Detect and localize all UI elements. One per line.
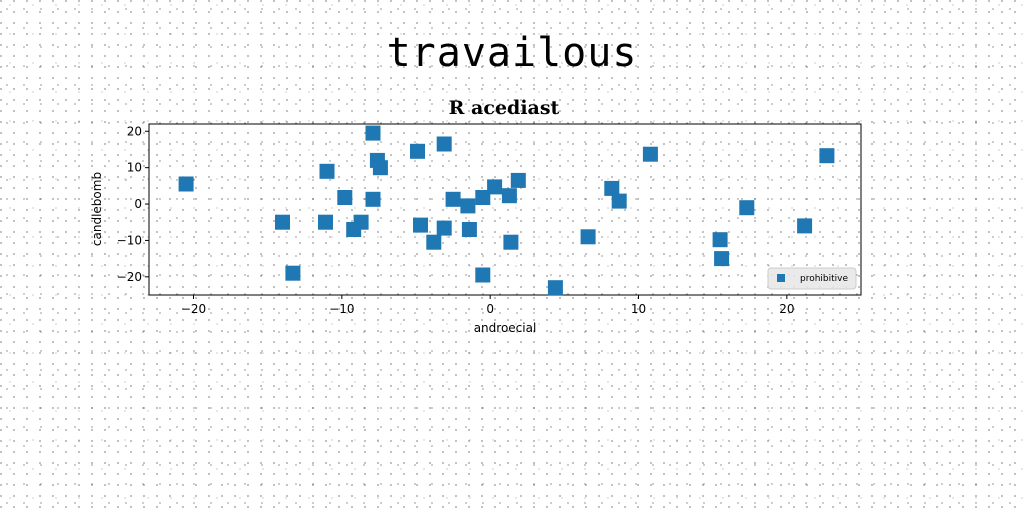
data-point [797,218,813,234]
data-points [178,125,835,296]
y-tick-label: 20 [127,124,142,138]
figure-title: travailous [386,30,638,76]
legend-marker [777,274,785,282]
data-point [487,179,503,195]
data-point [547,280,563,296]
data-point [413,217,428,233]
legend-box [767,267,857,290]
data-point [372,160,388,176]
data-point [275,214,290,230]
data-point [475,267,491,283]
data-point [353,214,369,230]
data-point [501,188,517,204]
x-axis: −20 −10 0 10 20 [181,295,794,316]
y-tick-label: 10 [127,161,142,175]
data-point [503,234,519,250]
data-point [436,220,452,236]
data-point [436,136,452,152]
y-axis-label: candlebomb [90,172,104,246]
data-point [819,148,835,164]
y-tick-label: −10 [117,233,142,247]
legend-label: prohibitive [800,274,848,284]
data-point [604,180,620,196]
data-point [318,214,333,230]
y-tick-label: −20 [117,270,142,284]
data-point [510,172,526,188]
y-tick-label: 0 [134,197,142,211]
data-point [337,190,353,205]
data-point [714,251,730,267]
chart-title: R acediast [449,97,560,119]
y-axis: −20 −10 0 10 20 [117,124,149,284]
data-point [365,125,381,141]
data-point [461,222,477,237]
x-axis-label: androecial [474,321,537,335]
data-point [712,232,728,248]
x-tick-label: 0 [486,302,494,316]
data-point [642,146,658,162]
data-point [410,143,425,159]
x-tick-label: 20 [779,302,794,316]
data-point [426,234,442,250]
x-tick-label: −20 [181,302,206,316]
data-point [739,200,755,216]
data-point [580,229,596,245]
plot-area [148,123,862,296]
x-tick-label: 10 [631,302,646,316]
data-point [611,193,627,209]
legend: prohibitive [767,267,857,290]
data-point [475,190,491,205]
data-point [460,198,476,214]
data-point [365,191,381,207]
data-point [319,163,335,179]
data-point [178,176,194,192]
data-point [445,191,461,207]
x-tick-label: −10 [329,302,354,316]
data-point [285,265,301,281]
